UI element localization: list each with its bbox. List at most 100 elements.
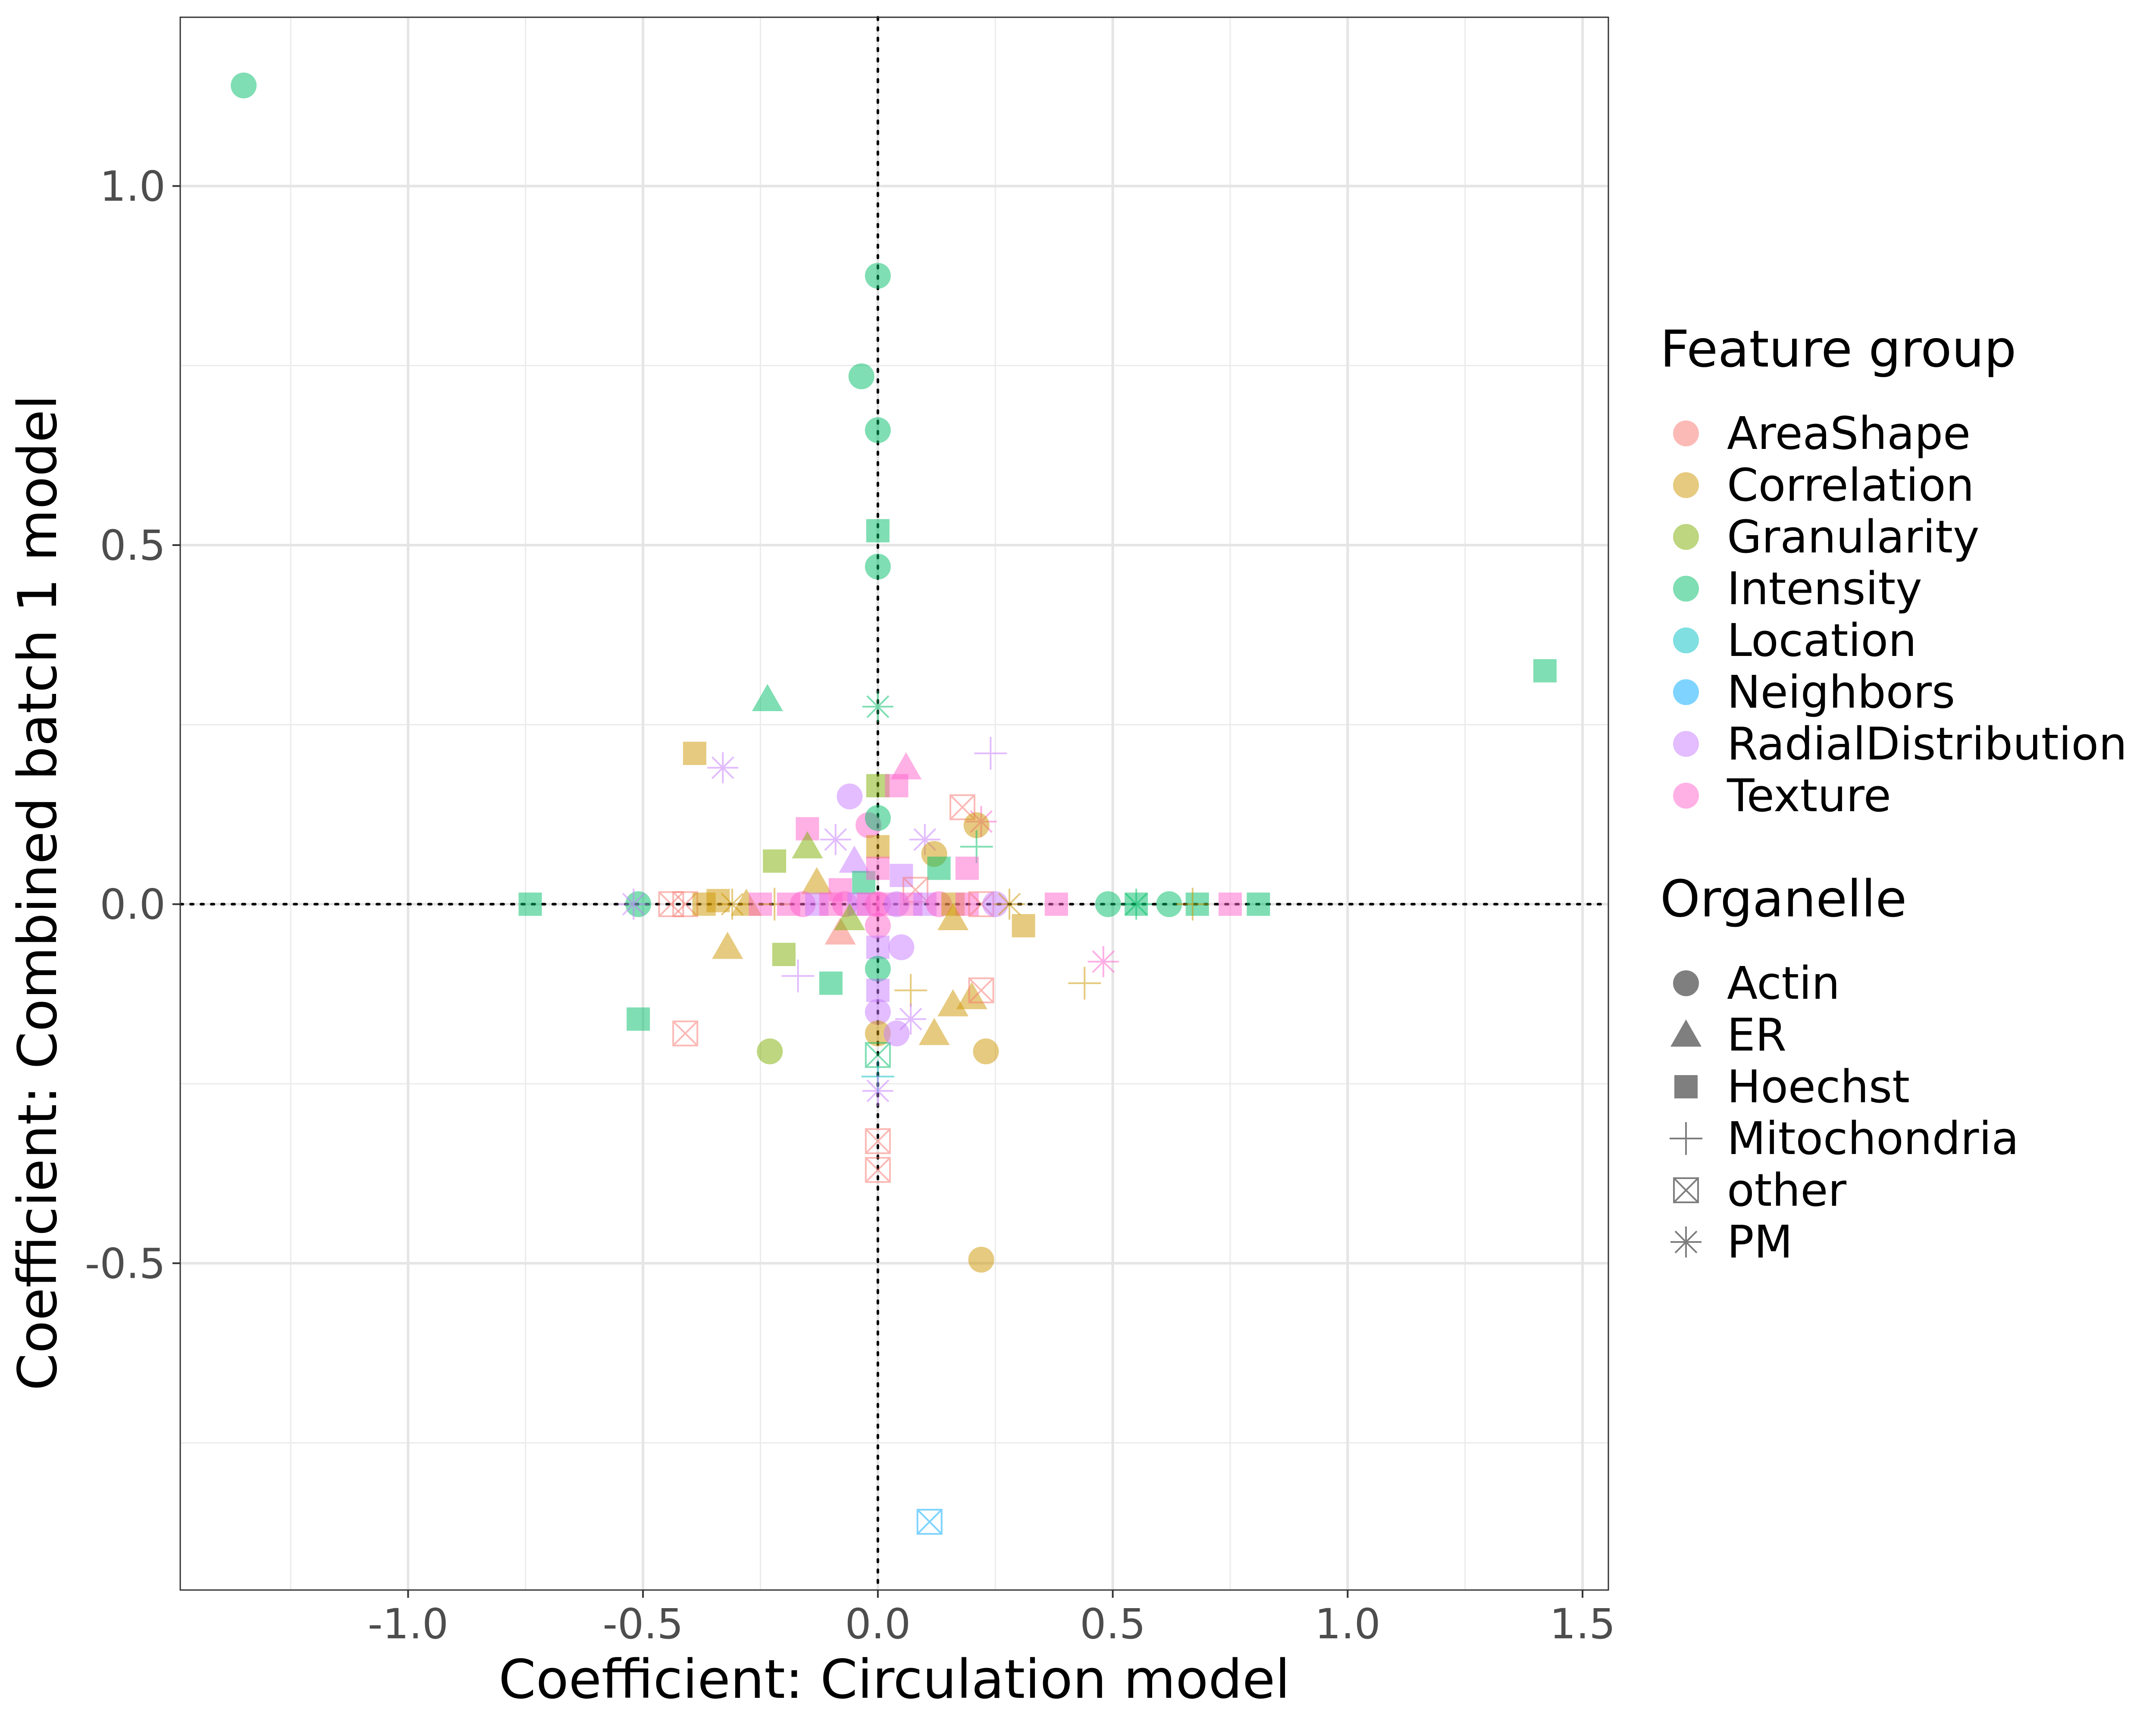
y-tick-label: 0.0 [100, 881, 166, 929]
data-point [963, 812, 990, 838]
data-point [707, 752, 739, 784]
data-point [866, 979, 890, 1002]
legend-key-organelle [1674, 1075, 1698, 1098]
data-point [752, 684, 783, 712]
data-point [824, 917, 856, 945]
legend-key-feature-group [1673, 576, 1699, 602]
data-point [885, 774, 909, 797]
data-point [658, 891, 684, 917]
data-point [968, 977, 994, 1004]
data-point [918, 1018, 950, 1045]
data-point [865, 956, 891, 982]
data-point [927, 856, 951, 880]
legend-label-feature-group: Location [1727, 614, 1917, 667]
data-point [937, 903, 969, 930]
data-point [683, 741, 706, 765]
data-point [1247, 892, 1270, 916]
data-point [890, 752, 922, 780]
data-point [866, 856, 890, 880]
data-points [231, 72, 1557, 1535]
data-point [955, 892, 979, 916]
data-point [627, 1007, 650, 1031]
data-point [1125, 892, 1148, 916]
plot-panel-background [180, 17, 1608, 1590]
data-point [757, 1038, 783, 1065]
data-point [894, 974, 928, 1007]
data-point [231, 72, 257, 99]
data-point [839, 845, 870, 873]
data-point [1068, 966, 1101, 1000]
data-point [1087, 946, 1119, 977]
data-point [792, 831, 823, 859]
data-point [993, 888, 1025, 920]
x-tick-label: 1.5 [1550, 1600, 1616, 1648]
data-point [801, 867, 833, 894]
legend-label-feature-group: AreaShape [1727, 407, 1971, 460]
x-axis-ticks: -1.0 -0.5 0.0 0.5 1.0 1.5 [368, 1590, 1616, 1648]
data-point [865, 263, 891, 289]
legend-key-organelle [1673, 970, 1699, 996]
data-point [1012, 914, 1035, 938]
legend-key-organelle [1673, 1177, 1699, 1203]
y-axis-title: Coefficient: Combined batch 1 model [7, 395, 69, 1390]
data-point [865, 1157, 891, 1183]
x-tick-label: 1.0 [1315, 1600, 1381, 1648]
data-point [865, 1020, 891, 1047]
x-axis-title: Coefficient: Circulation model [498, 1649, 1290, 1711]
legend-key-organelle [1670, 1122, 1702, 1155]
data-point [974, 737, 1007, 770]
data-point [772, 943, 796, 966]
data-point [618, 888, 649, 920]
data-point [706, 889, 730, 913]
data-point [763, 849, 787, 873]
data-point [834, 903, 865, 930]
data-point [865, 1128, 891, 1154]
legend-key-organelle [1670, 1226, 1702, 1258]
legend-title-organelle: Organelle [1660, 869, 1907, 928]
legend-key-feature-group [1673, 731, 1699, 757]
data-point [865, 417, 891, 443]
data-point [1095, 891, 1121, 917]
legend-label-organelle: ER [1727, 1009, 1786, 1061]
legend-label-feature-group: Correlation [1727, 459, 1974, 511]
legend-key-feature-group [1673, 524, 1699, 550]
x-tick-label: 0.5 [1080, 1600, 1146, 1648]
legend-label-feature-group: Intensity [1727, 562, 1922, 615]
data-point [672, 1020, 699, 1047]
legend-key-feature-group [1673, 783, 1699, 809]
data-point [884, 1020, 910, 1047]
x-tick-label: -1.0 [368, 1600, 448, 1648]
y-tick-label: 0.5 [100, 521, 166, 570]
data-point [862, 1075, 893, 1107]
data-point [888, 934, 915, 960]
legend-key-feature-group [1673, 472, 1699, 498]
legend-key-feature-group [1673, 420, 1699, 446]
legend-label-organelle: Mitochondria [1727, 1112, 2019, 1165]
data-point [712, 932, 743, 959]
y-axis-ticks: -0.5 0.0 0.5 1.0 [85, 162, 180, 1288]
legend-key-feature-group [1673, 679, 1699, 705]
data-point [837, 783, 863, 809]
legend-label-organelle: PM [1727, 1216, 1792, 1268]
data-point [820, 824, 851, 855]
data-point [865, 805, 891, 831]
grid-minor [180, 17, 1608, 1590]
legend-key-feature-group [1673, 627, 1699, 653]
data-point [781, 960, 815, 993]
data-point [1176, 888, 1209, 921]
x-tick-label: -0.5 [602, 1600, 683, 1648]
y-tick-label: -0.5 [85, 1239, 166, 1288]
legend-label-feature-group: Granularity [1727, 511, 1980, 563]
data-point [865, 913, 891, 939]
x-tick-label: 0.0 [845, 1600, 911, 1648]
legend-label-organelle: Hoechst [1727, 1060, 1910, 1113]
legend-label-organelle: other [1727, 1164, 1846, 1217]
data-point [518, 892, 542, 916]
data-point [1156, 891, 1182, 917]
data-point [1533, 659, 1557, 683]
data-point [866, 519, 890, 543]
data-point [866, 935, 890, 959]
data-point [1218, 892, 1242, 916]
data-point [865, 999, 891, 1025]
